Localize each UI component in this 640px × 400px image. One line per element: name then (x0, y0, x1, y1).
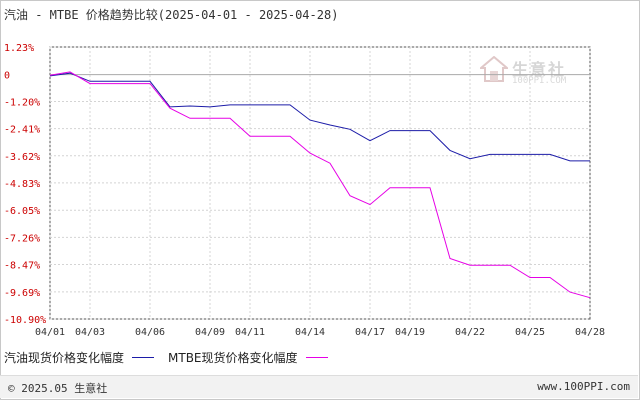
x-tick-label: 04/25 (515, 327, 545, 338)
footer-copyright: © 2025.05 生意社 (8, 382, 108, 395)
x-tick-label: 04/22 (455, 327, 485, 338)
page-footer: © 2025.05 生意社 www.100PPI.com (0, 375, 638, 398)
y-tick-label: -8.47% (4, 261, 40, 272)
y-tick-label: 0 (4, 71, 10, 82)
series-line-mtbe (49, 71, 591, 299)
x-tick-label: 04/09 (195, 327, 225, 338)
watermark-url: 100PPI.COM (512, 76, 567, 86)
x-tick-label: 04/19 (395, 327, 425, 338)
y-tick-label: -6.05% (4, 206, 40, 217)
series-line-gasoline (49, 72, 590, 162)
x-tick-label: 04/17 (355, 327, 385, 338)
line-chart: 1.23% 0 -1.20% -2.41% -3.62% -4.83% -6.05% -7.2… (4, 43, 605, 338)
x-tick-label: 04/14 (295, 327, 325, 338)
legend-swatch-mtbe (305, 357, 328, 358)
x-tick-label: 04/11 (235, 327, 265, 338)
legend-swatch-gasoline (132, 357, 155, 358)
chart-title: 汽油 - MTBE 价格趋势比较(2025-04-01 - 2025-04-28… (4, 8, 339, 22)
y-tick-label: -10.90% (4, 315, 46, 326)
x-tick-label: 04/01 (35, 327, 65, 338)
y-tick-label: -7.26% (4, 233, 40, 244)
y-tick-label: -3.62% (4, 152, 40, 163)
house-icon (480, 56, 508, 82)
y-tick-label: -2.41% (4, 125, 40, 136)
y-tick-label: -9.69% (4, 288, 40, 299)
y-tick-label: -4.83% (4, 179, 40, 190)
legend-label-mtbe: MTBE现货价格变化幅度 (168, 351, 298, 365)
footer-site-link[interactable]: www.100PPI.com (537, 380, 630, 393)
x-tick-label: 04/06 (135, 327, 165, 338)
y-tick-label: -1.20% (4, 97, 40, 108)
x-tick-label: 04/28 (575, 327, 605, 338)
y-tick-label: 1.23% (4, 43, 34, 54)
legend-label-gasoline: 汽油现货价格变化幅度 (4, 351, 125, 365)
chart-legend: 汽油现货价格变化幅度 MTBE现货价格变化幅度 (4, 349, 342, 366)
x-tick-label: 04/03 (75, 327, 105, 338)
